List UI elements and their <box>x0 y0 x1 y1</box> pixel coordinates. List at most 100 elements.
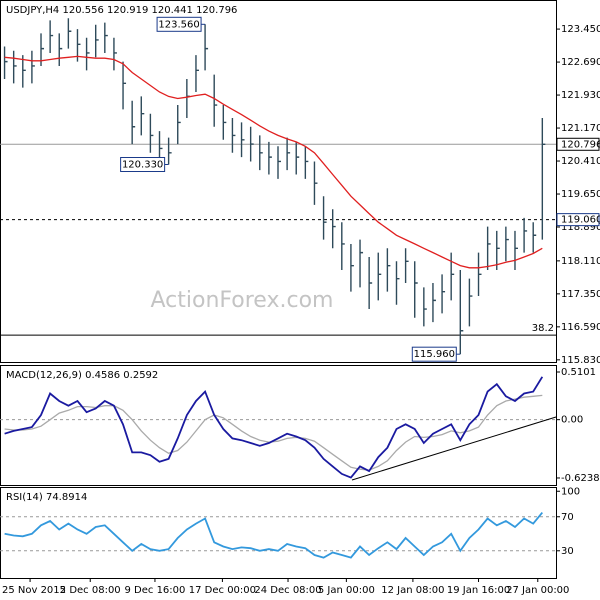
y-tick-label: 117.350 <box>561 289 600 300</box>
level-label: 38.2 <box>532 323 554 334</box>
ohlc-bar <box>523 217 528 253</box>
y-tick-label: 121.930 <box>561 90 600 101</box>
y-tick-label: 0.00 <box>561 415 583 426</box>
panel-border <box>0 0 557 363</box>
annotation-label: 120.330 <box>122 160 163 171</box>
y-tick-label: -0.6238 <box>561 473 600 484</box>
x-tick-label: 27 Jan 00:00 <box>506 585 569 596</box>
panel-border <box>0 365 557 486</box>
ohlc-bar <box>31 50 35 84</box>
ohlc-bar <box>3 46 8 79</box>
y-tick-label: 70 <box>561 512 574 523</box>
ohlc-bar <box>304 146 309 179</box>
ohlc-bar <box>331 209 336 249</box>
ohlc-bar <box>85 37 90 71</box>
ohlc-bar <box>350 243 354 292</box>
x-tick-label: 2 Dec 08:00 <box>60 585 121 596</box>
y-tick-label: 118.110 <box>561 256 600 267</box>
ohlc-bar <box>386 248 391 292</box>
ohlc-bar <box>395 261 400 305</box>
annotation-label: 115.960 <box>414 349 455 360</box>
annotation-label: 123.560 <box>158 19 199 30</box>
ohlc-bar <box>58 33 63 66</box>
ohlc-bar <box>204 24 209 71</box>
ohlc-bar <box>541 118 546 240</box>
ohlc-bar <box>468 278 473 327</box>
y-tick-label: 100 <box>561 486 580 497</box>
panel-border <box>0 487 557 579</box>
y-tick-label: 30 <box>561 546 574 557</box>
annotation-box <box>156 16 202 32</box>
ohlc-bar <box>95 24 99 58</box>
ohlc-bar <box>158 131 163 162</box>
ohlc-bar <box>22 55 26 88</box>
price-box-label: 119.060 <box>561 215 600 226</box>
price-box <box>556 137 600 151</box>
ohlc-bar <box>249 126 254 162</box>
ohlc-bar <box>377 252 382 301</box>
series-line <box>4 376 544 479</box>
ohlc-bar <box>368 256 373 310</box>
ohlc-bar <box>167 137 172 165</box>
trend-line <box>351 416 557 481</box>
ohlc-bar <box>459 269 464 355</box>
y-tick-label: 115.830 <box>561 355 600 366</box>
y-tick-label: 122.690 <box>561 57 600 68</box>
panel-title: USDJPY,H4 120.556 120.919 120.441 120.79… <box>6 5 237 16</box>
x-tick-label: 19 Jan 16:00 <box>447 585 510 596</box>
watermark: ActionForex.com <box>151 288 334 313</box>
panel-title: RSI(14) 74.8914 <box>6 492 87 503</box>
ohlc-bar <box>286 137 291 171</box>
ohlc-bar <box>259 135 263 171</box>
ohlc-bar <box>313 161 318 205</box>
x-tick-label: 9 Dec 16:00 <box>125 585 186 596</box>
x-tick-label: 5 Jan 00:00 <box>318 585 375 596</box>
ohlc-bar <box>268 141 272 175</box>
ohlc-bar <box>486 226 491 270</box>
y-tick-label: 123.450 <box>561 24 600 35</box>
y-tick-label: 0.5101 <box>561 367 596 378</box>
series-line <box>4 55 543 269</box>
ohlc-bar <box>177 105 181 145</box>
y-tick-label: 118.890 <box>561 222 600 233</box>
ohlc-bar <box>295 141 300 175</box>
ohlc-bar <box>322 196 327 240</box>
annotation-box <box>120 157 166 173</box>
annotation-box <box>411 346 457 362</box>
panel-title: MACD(12,26,9) 0.4586 0.2592 <box>6 370 158 381</box>
ohlc-bar <box>240 122 245 158</box>
ohlc-bar <box>131 100 136 145</box>
ohlc-bar <box>222 105 227 140</box>
price-box <box>556 213 600 227</box>
series-line <box>4 512 543 559</box>
y-tick-label: 120.410 <box>561 156 600 167</box>
ohlc-bar <box>140 96 145 136</box>
x-tick-label: 17 Dec 00:00 <box>189 585 256 596</box>
ohlc-bar <box>104 22 108 53</box>
x-tick-label: 24 Dec 08:00 <box>254 585 321 596</box>
ohlc-bar <box>404 248 409 284</box>
ohlc-bar <box>432 283 436 323</box>
ohlc-bar <box>122 61 127 110</box>
ohlc-bar <box>67 18 72 49</box>
ohlc-bar <box>12 50 17 84</box>
ohlc-bar <box>341 222 345 270</box>
ohlc-bar <box>195 55 199 93</box>
ohlc-bar <box>496 230 500 270</box>
price-box-label: 120.796 <box>561 139 600 150</box>
ohlc-bar <box>414 261 418 318</box>
ohlc-bar <box>532 222 537 253</box>
y-tick-label: 119.650 <box>561 189 600 200</box>
ohlc-bar <box>359 239 364 288</box>
ohlc-bar <box>505 226 509 262</box>
ohlc-bar <box>231 118 236 153</box>
ohlc-bar <box>477 252 482 297</box>
ohlc-bar <box>423 287 427 327</box>
ohlc-bar <box>113 37 117 71</box>
y-tick-label: 116.590 <box>561 322 600 333</box>
ohlc-bar <box>213 74 218 127</box>
